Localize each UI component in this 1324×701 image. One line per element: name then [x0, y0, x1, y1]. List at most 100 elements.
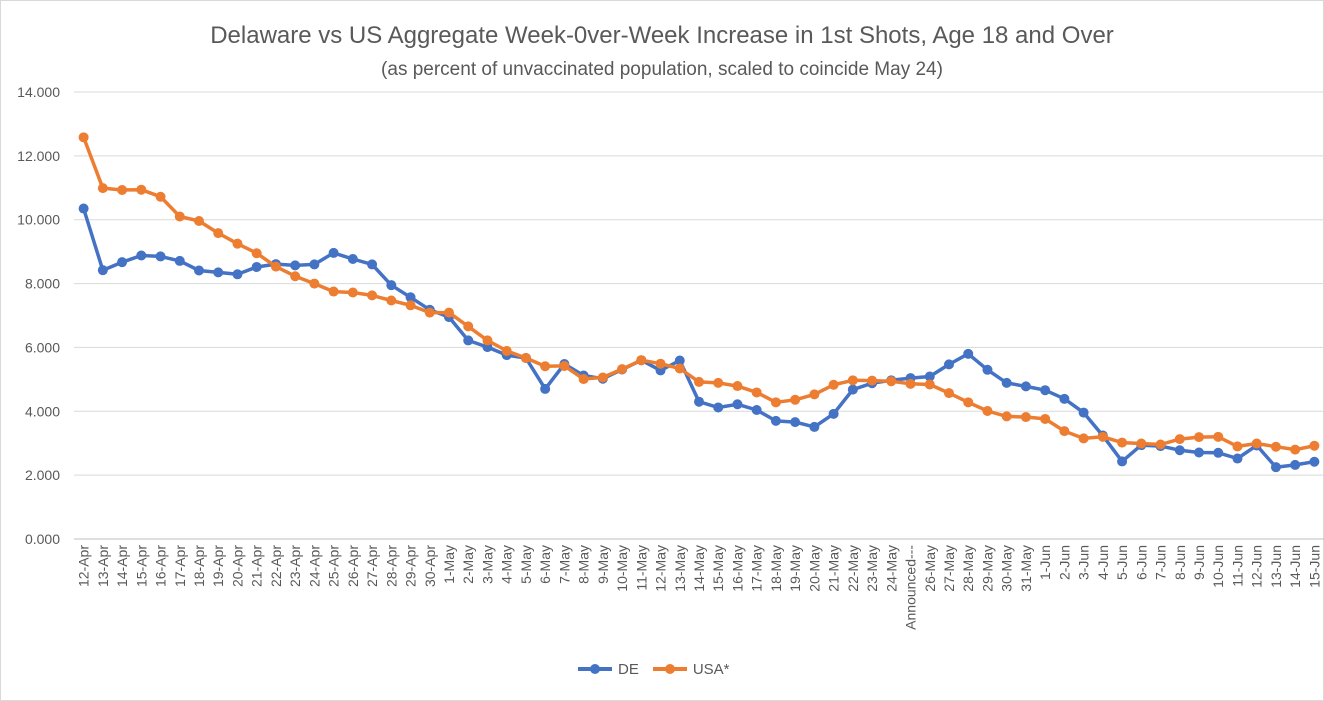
- x-tick-label: 22-Apr: [268, 545, 284, 587]
- x-tick-label: 26-May: [922, 545, 938, 592]
- data-point: [597, 372, 608, 383]
- data-point: [732, 399, 743, 410]
- data-point: [617, 364, 628, 375]
- data-point: [424, 307, 435, 318]
- data-point: [674, 355, 685, 366]
- x-tick-label: 21-Apr: [249, 545, 265, 587]
- data-point: [386, 295, 397, 306]
- data-point: [1270, 441, 1281, 452]
- x-tick-label: 18-Apr: [191, 545, 207, 587]
- x-tick-label: 2-May: [460, 545, 476, 584]
- x-tick-label: 13-Jun: [1268, 545, 1284, 588]
- data-point: [482, 335, 493, 346]
- data-point: [347, 253, 358, 264]
- y-tick-label: 8.000: [25, 276, 60, 292]
- legend-label-de: DE: [618, 660, 639, 678]
- data-point: [1194, 447, 1204, 458]
- x-tick-label: 31-May: [1018, 545, 1034, 592]
- x-tick-label: 10-Jun: [1210, 545, 1226, 588]
- x-tick-label: 8-Jun: [1172, 545, 1188, 580]
- x-tick-label: 15-May: [710, 545, 726, 592]
- data-point: [1020, 412, 1031, 423]
- y-tick-label: 14.000: [17, 84, 60, 100]
- x-tick-label: 7-Jun: [1153, 545, 1169, 580]
- data-point: [463, 321, 474, 332]
- x-tick-label: 5-May: [518, 545, 534, 584]
- data-point: [155, 191, 166, 202]
- data-point: [828, 379, 839, 390]
- data-point: [963, 348, 974, 359]
- data-point: [1213, 431, 1224, 442]
- x-tick-label: 13-May: [672, 545, 688, 592]
- data-point: [1078, 407, 1089, 418]
- x-tick-label: 11-May: [633, 545, 649, 591]
- data-point: [290, 260, 301, 271]
- data-point: [1040, 413, 1051, 424]
- data-point: [751, 387, 762, 398]
- data-point: [1270, 462, 1281, 473]
- x-tick-label: 21-May: [826, 545, 842, 592]
- y-tick-label: 0.000: [25, 531, 60, 547]
- x-tick-label: 1-May: [441, 545, 457, 584]
- data-point: [251, 261, 262, 272]
- data-point: [194, 265, 204, 276]
- x-tick-label: 4-May: [499, 545, 515, 584]
- data-point: [963, 397, 974, 408]
- x-tick-label: 28-May: [960, 545, 976, 592]
- data-point: [270, 261, 281, 272]
- legend-item-de: DE: [578, 661, 639, 678]
- x-tick-label: 14-Apr: [114, 545, 130, 587]
- x-tick-label: 2-Jun: [1056, 545, 1072, 580]
- data-point: [1232, 453, 1243, 464]
- x-tick-label: 23-Apr: [287, 545, 303, 587]
- data-point: [328, 247, 339, 258]
- data-point: [78, 132, 89, 143]
- x-tick-label: 18-May: [768, 545, 784, 592]
- data-point: [886, 376, 897, 387]
- data-point: [847, 384, 858, 395]
- data-point: [97, 183, 108, 194]
- gridlines: [74, 91, 1324, 540]
- data-point: [328, 286, 339, 297]
- y-tick-label: 2.000: [25, 467, 60, 483]
- legend-swatch-usa: [652, 664, 687, 674]
- x-tick-label: 6-Jun: [1133, 545, 1149, 580]
- data-point: [540, 383, 551, 394]
- data-point: [1213, 447, 1224, 458]
- x-tick-label: 7-May: [556, 545, 572, 584]
- data-point: [713, 377, 724, 388]
- data-point: [309, 259, 320, 270]
- data-point: [405, 300, 416, 311]
- data-point: [251, 248, 262, 259]
- x-tick-label: 1-Jun: [1037, 545, 1053, 580]
- x-tick-label: 28-Apr: [383, 545, 399, 587]
- data-point: [1174, 434, 1185, 445]
- data-point: [1020, 381, 1031, 392]
- data-point: [905, 378, 916, 389]
- x-tick-label: 27-May: [941, 545, 957, 592]
- data-point: [444, 307, 454, 318]
- chart-title: Delaware vs US Aggregate Week-0ver-Week …: [210, 22, 1114, 49]
- data-point: [867, 375, 878, 386]
- x-tick-label: 19-May: [787, 545, 803, 592]
- series-de: [78, 203, 1320, 473]
- data-point: [944, 388, 954, 399]
- x-tick-label: 17-Apr: [172, 545, 188, 587]
- x-tick-label: 16-May: [729, 545, 745, 592]
- data-point: [944, 359, 954, 370]
- data-point: [174, 255, 185, 266]
- data-point: [386, 280, 397, 291]
- data-point: [1136, 438, 1147, 449]
- x-tick-label: 24-May: [883, 545, 899, 592]
- data-point: [520, 352, 531, 363]
- y-tick-label: 12.000: [17, 148, 60, 164]
- legend-swatch-de: [578, 664, 612, 674]
- x-tick-label: 30-May: [999, 545, 1015, 592]
- x-tick-label: 15-Apr: [133, 545, 149, 587]
- data-point: [1059, 426, 1070, 437]
- data-point: [790, 417, 801, 428]
- data-point: [732, 381, 743, 392]
- data-point: [136, 184, 147, 195]
- data-point: [367, 259, 378, 270]
